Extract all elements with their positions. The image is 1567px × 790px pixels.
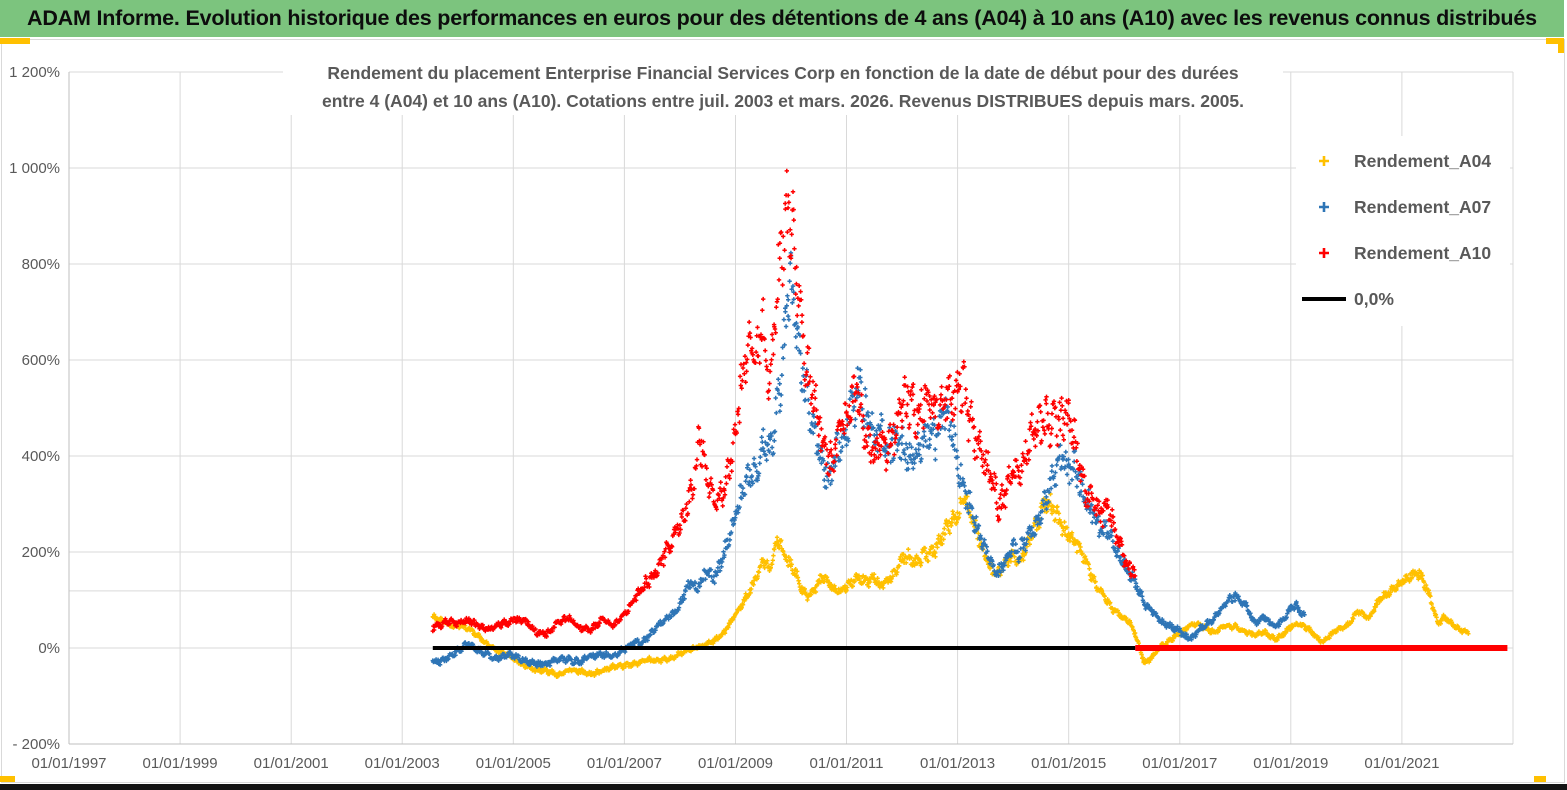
y-tick-label: 200% [22,544,60,561]
y-tick-label: 0% [38,640,60,657]
legend-item-rendement-a07[interactable]: Rendement_A07 [1302,184,1510,230]
x-tick-label: 01/01/2013 [920,755,995,772]
yellow-accent-bottom-left [0,776,15,782]
x-tick-label: 01/01/2003 [365,755,440,772]
x-tick-label: 01/01/2005 [476,755,551,772]
plus-marker-icon [1302,246,1346,260]
x-tick-label: 01/01/2021 [1364,755,1439,772]
x-tick-label: 01/01/2001 [254,755,329,772]
y-tick-label: - 200% [12,736,60,753]
chart-title: Rendement du placement Enterprise Financ… [283,59,1283,115]
legend-item-0-0-[interactable]: 0,0% [1302,276,1510,322]
y-tick-label: 600% [22,352,60,369]
y-tick-label: 1 000% [9,160,60,177]
x-axis-labels: 01/01/1997 01/01/1999 01/01/2001 01/01/2003… [31,755,1439,772]
y-tick-label: 800% [22,256,60,273]
y-tick-label: 400% [22,448,60,465]
y-axis-labels: 1 200% 1 000% 800% 600% 400% 200% 0% - 200% [9,64,60,753]
legend-label: Rendement_A04 [1354,150,1492,171]
x-tick-label: 01/01/1999 [143,755,218,772]
x-tick-label: 01/01/2009 [698,755,773,772]
yellow-accent-bottom-right [1534,776,1546,782]
yellow-accent-top-right-h [1546,38,1564,44]
report-title: ADAM Informe. Evolution historique des p… [27,6,1537,30]
chart-title-line-2: entre 4 (A04) et 10 ans (A10). Cotations… [321,91,1245,111]
x-tick-label: 01/01/2007 [587,755,662,772]
y-tick-label: 1 200% [9,64,60,81]
series-rendement-a10-points [430,168,1138,639]
series-rendement-a04-points [430,491,1471,679]
legend-item-rendement-a10[interactable]: Rendement_A10 [1302,230,1510,276]
bottom-black-bar [0,784,1567,790]
legend-label: Rendement_A10 [1354,242,1492,263]
x-tick-label: 01/01/2011 [810,755,884,772]
series-rendement-a07-points [430,250,1307,669]
plus-marker-icon [1302,154,1346,168]
chart-legend: Rendement_A04 Rendement_A07 Rendement_A10 0… [1296,136,1510,326]
x-tick-label: 01/01/2017 [1142,755,1217,772]
x-tick-label: 01/01/2015 [1031,755,1106,772]
x-tick-label: 01/01/1997 [31,755,106,772]
yellow-accent-top-left [0,38,30,44]
legend-label: Rendement_A07 [1354,196,1492,217]
yellow-accent-top-right-v [1558,38,1564,53]
legend-item-rendement-a04[interactable]: Rendement_A04 [1302,138,1510,184]
plus-marker-icon [1302,200,1346,214]
report-title-bar: ADAM Informe. Evolution historique des p… [0,0,1564,37]
legend-label: 0,0% [1354,288,1394,309]
chart-title-line-1: Rendement du placement Enterprise Financ… [327,63,1239,83]
line-marker-icon [1302,297,1346,301]
x-tick-label: 01/01/2019 [1253,755,1328,772]
